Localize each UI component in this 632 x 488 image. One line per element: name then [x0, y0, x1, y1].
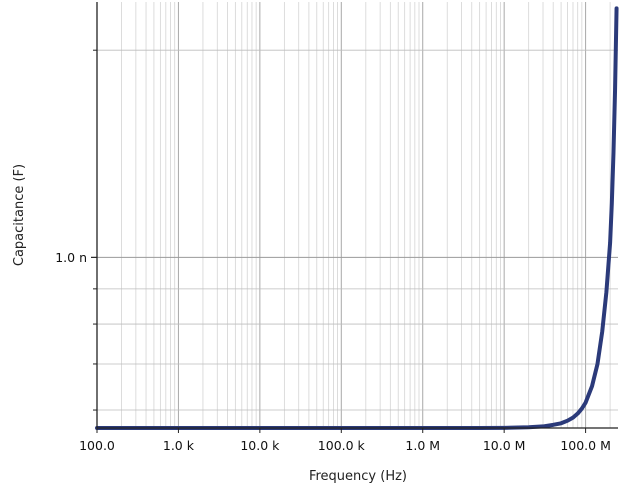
x-tick-label: 100.0 k: [318, 438, 366, 453]
x-tick-label: 100.0: [79, 438, 115, 453]
x-tick-label: 10.0 M: [483, 438, 526, 453]
y-axis-label: Capacitance (F): [12, 164, 27, 266]
x-tick-label: 100.0 M: [560, 438, 611, 453]
x-tick-label: 1.0 M: [405, 438, 440, 453]
x-tick-label: 1.0 k: [163, 438, 195, 453]
y-tick-label: 1.0 n: [55, 250, 87, 265]
x-tick-label: 10.0 k: [240, 438, 280, 453]
axes: [91, 2, 618, 433]
grid: [97, 2, 618, 428]
y-tick-labels: 1.0 n: [55, 250, 87, 265]
x-axis-label: Frequency (Hz): [309, 469, 407, 484]
x-tick-labels: 100.0 1.0 k 10.0 k 100.0 k 1.0 M 10.0 M 100.0 …: [79, 438, 611, 453]
